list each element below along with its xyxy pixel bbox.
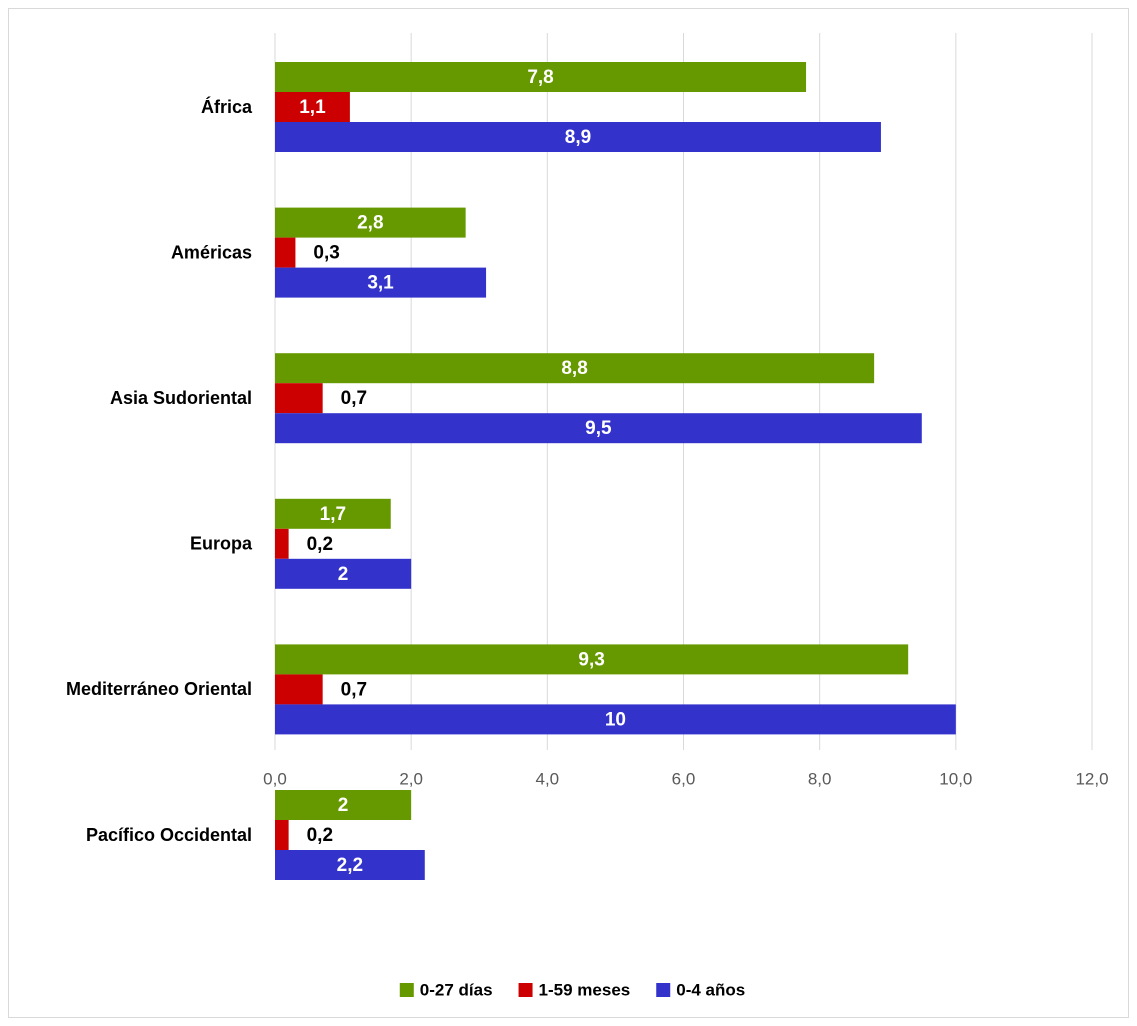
data-label: 9,5 bbox=[585, 418, 612, 439]
bar-3 bbox=[275, 122, 881, 152]
x-tick-label: 10,0 bbox=[939, 769, 972, 788]
bar-1 bbox=[275, 644, 909, 675]
category-label: Asia Sudoriental bbox=[110, 388, 252, 408]
bar-1 bbox=[275, 207, 466, 238]
bar-3 bbox=[275, 704, 956, 735]
legend-swatch bbox=[656, 983, 671, 997]
legend-swatch bbox=[518, 983, 533, 997]
bar-2 bbox=[275, 674, 323, 705]
bar-3 bbox=[275, 558, 412, 589]
data-labels: 7,81,18,92,80,33,18,80,79,51,70,229,30,7… bbox=[299, 67, 626, 876]
legend: 0-27 días 1-59 meses 0-4 años bbox=[399, 980, 745, 999]
bar-1 bbox=[275, 790, 412, 820]
bar-1 bbox=[275, 498, 391, 529]
legend-label: 1-59 meses bbox=[539, 980, 631, 999]
bar-1 bbox=[275, 62, 807, 92]
data-label: 0,3 bbox=[313, 243, 339, 264]
category-labels: África Américas Asia Sudoriental Europa Medi… bbox=[66, 96, 253, 845]
data-label: 2 bbox=[338, 564, 349, 585]
chart-frame bbox=[8, 8, 1129, 1018]
data-label: 0,2 bbox=[307, 825, 333, 846]
category-label: Pacífico Occidental bbox=[86, 825, 252, 845]
x-tick-label: 2,0 bbox=[399, 769, 423, 788]
x-tick-label: 6,0 bbox=[672, 769, 696, 788]
x-tick-labels: 0,0 2,0 4,0 6,0 8,0 10,0 12,0 bbox=[263, 769, 1108, 788]
data-label: 2,8 bbox=[357, 213, 383, 234]
category-label: Américas bbox=[171, 242, 252, 262]
legend-swatch bbox=[399, 983, 414, 997]
bar-2 bbox=[275, 92, 350, 122]
data-label: 2,2 bbox=[337, 855, 363, 876]
bar-2 bbox=[275, 383, 323, 414]
data-label: 1,7 bbox=[320, 504, 346, 525]
bar-3 bbox=[275, 850, 425, 880]
data-label: 2 bbox=[338, 795, 349, 816]
data-label: 0,2 bbox=[307, 534, 333, 555]
data-label: 3,1 bbox=[367, 273, 394, 294]
bar-1 bbox=[275, 353, 875, 384]
data-label: 8,8 bbox=[561, 358, 587, 379]
x-tick-label: 0,0 bbox=[263, 769, 287, 788]
category-label: Mediterráneo Oriental bbox=[66, 679, 252, 699]
data-label: 7,8 bbox=[527, 67, 553, 88]
x-tick-label: 12,0 bbox=[1075, 769, 1108, 788]
x-tick-label: 4,0 bbox=[536, 769, 560, 788]
data-label: 0,7 bbox=[341, 679, 367, 700]
category-label: Europa bbox=[190, 534, 253, 554]
bar-2 bbox=[275, 237, 296, 268]
bar-3 bbox=[275, 267, 487, 298]
data-label: 1,1 bbox=[299, 97, 326, 118]
x-tick-label: 8,0 bbox=[808, 769, 832, 788]
bar-2 bbox=[275, 528, 289, 559]
bar-3 bbox=[275, 413, 922, 444]
data-label: 10 bbox=[605, 709, 626, 730]
legend-item: 0-4 años bbox=[656, 980, 745, 999]
bar-2 bbox=[275, 820, 289, 850]
legend-item: 1-59 meses bbox=[518, 980, 631, 999]
data-label: 9,3 bbox=[578, 649, 604, 670]
data-label: 8,9 bbox=[565, 127, 591, 148]
legend-label: 0-27 días bbox=[420, 980, 493, 999]
gridlines bbox=[274, 33, 1093, 750]
legend-label: 0-4 años bbox=[676, 980, 745, 999]
category-label: África bbox=[201, 96, 253, 117]
bars bbox=[275, 62, 956, 880]
legend-item: 0-27 días bbox=[399, 980, 493, 999]
data-label: 0,7 bbox=[341, 388, 367, 409]
